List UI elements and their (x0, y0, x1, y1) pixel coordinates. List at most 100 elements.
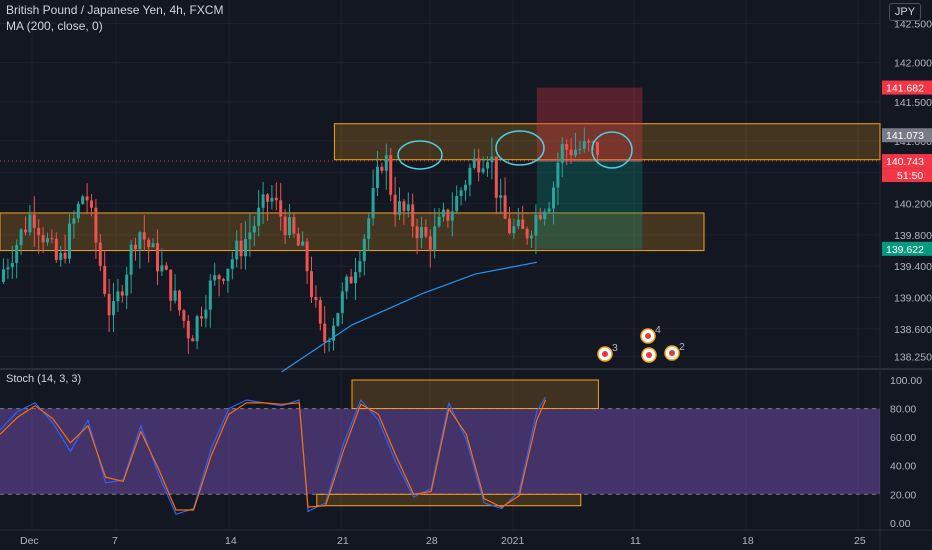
event-marker-dot (669, 350, 675, 356)
chart-title: British Pound / Japanese Yen, 4h, FXCM (6, 3, 224, 17)
candle-body (534, 214, 538, 236)
candle-body (261, 194, 265, 208)
event-marker-count: 3 (612, 342, 618, 354)
candle-body (455, 195, 459, 212)
candle-body (120, 291, 124, 296)
stoch-tick: 80.00 (890, 404, 916, 416)
price-label: 51:50 (897, 170, 923, 182)
stochastic-pane (0, 379, 880, 515)
event-marker-dot (646, 352, 652, 358)
candle-body (332, 325, 335, 341)
moving-average-line (281, 261, 537, 373)
time-tick: 11 (630, 535, 641, 547)
candle-body (213, 275, 217, 281)
candle-body (230, 259, 234, 269)
time-tick: 2021 (501, 535, 525, 547)
zones (0, 123, 881, 252)
candle-body (68, 223, 71, 259)
candle-body (41, 235, 45, 243)
candle-body (437, 216, 441, 227)
candle-body (129, 244, 133, 275)
candle-body (81, 196, 85, 204)
candle-body (226, 268, 230, 281)
candle-body (59, 252, 63, 260)
price-tick: 141.500 (894, 97, 932, 109)
event-marker-count: 4 (655, 324, 661, 336)
candle-body (349, 276, 353, 284)
event-markers[interactable]: 3 4 2 (597, 324, 685, 363)
candle-body (235, 240, 239, 260)
candle-body (486, 162, 489, 169)
price-tick: 138.250 (894, 351, 932, 363)
candle-body (481, 168, 485, 173)
candle-body (296, 233, 300, 246)
candle-body (428, 236, 432, 250)
candle-body (125, 274, 129, 296)
stoch-zone-overbought (351, 379, 599, 410)
candle-body (362, 238, 366, 262)
candle-body (521, 219, 525, 229)
candle-body (424, 226, 428, 237)
candle-body (538, 214, 542, 220)
candle-body (415, 226, 419, 239)
candle-body (494, 156, 498, 198)
stop-loss-area (536, 87, 643, 162)
ma-200-line (281, 261, 537, 373)
candle-body (490, 156, 494, 163)
candle-body (446, 209, 450, 221)
price-tick: 142.500 (894, 18, 932, 30)
candle-body (24, 229, 27, 233)
hand-drawn-circle (495, 130, 545, 166)
candle-body (499, 195, 503, 198)
price-label-bg (882, 241, 932, 256)
candle-body (468, 167, 472, 185)
candle-body (164, 265, 168, 270)
candle-body (147, 239, 151, 248)
candle-body (182, 310, 186, 321)
candle-body (200, 316, 203, 319)
candle-body (420, 226, 423, 239)
stoch-zone-oversold (316, 493, 582, 507)
candle-body (323, 323, 327, 343)
currency-badge[interactable]: JPY (889, 3, 921, 21)
candle-body (340, 291, 344, 314)
hand-drawn-circle (591, 131, 633, 169)
candle-body (402, 201, 406, 211)
candle-body (512, 226, 516, 234)
price-label-bg (882, 154, 932, 169)
candle-body (587, 141, 591, 143)
candle-body (411, 204, 415, 227)
candle-body (156, 243, 159, 272)
candle-body (406, 204, 410, 211)
time-axis[interactable]: Dec 7 14 21 28 2021 11 18 25 (20, 535, 866, 547)
candle-body (552, 187, 555, 209)
candle-body (358, 261, 362, 273)
candle-body (314, 297, 318, 301)
candle-body (327, 340, 331, 343)
price-label: 140.743 (886, 156, 924, 168)
time-tick: 18 (742, 535, 754, 547)
candle-body (288, 217, 291, 236)
candle-body (543, 211, 547, 220)
candle-body (305, 241, 309, 272)
candle-body (283, 216, 287, 236)
candle-body (292, 217, 296, 234)
price-axis[interactable]: 142.500142.000141.500141.000140.600140.2… (882, 18, 932, 530)
price-label: 141.682 (886, 83, 924, 95)
price-tick: 139.400 (894, 261, 932, 273)
stoch-line-d (0, 399, 547, 511)
candle-body (15, 245, 19, 263)
candle-body (160, 265, 164, 272)
candle-body (345, 276, 349, 292)
zone-support (0, 212, 705, 252)
candle-body (354, 272, 357, 284)
candle-body (107, 293, 111, 316)
candle-body (94, 207, 98, 243)
candle-body (72, 218, 76, 224)
candle-body (116, 291, 120, 302)
event-marker-dot (602, 351, 608, 357)
candle-body (516, 219, 520, 227)
candle-body (530, 235, 533, 239)
